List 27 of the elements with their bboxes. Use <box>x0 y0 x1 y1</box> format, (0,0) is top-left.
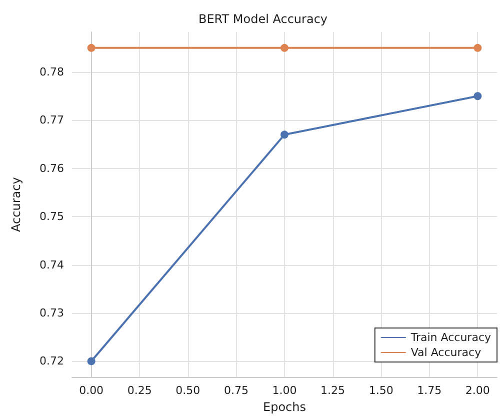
x-tick-label: 0.25 <box>127 384 152 398</box>
y-tick-label: 0.77 <box>40 114 64 127</box>
x-axis-title: Epochs <box>263 400 306 414</box>
chart-title: BERT Model Accuracy <box>198 12 328 26</box>
point <box>87 44 96 52</box>
legend-label: Train Accuracy <box>410 331 492 344</box>
point <box>474 92 482 100</box>
x-tick-label: 2.00 <box>465 384 490 398</box>
point <box>280 44 288 52</box>
y-tick-label: 0.72 <box>40 354 64 368</box>
x-tick-label: 1.00 <box>272 384 297 398</box>
x-tick-label: 0.75 <box>224 384 248 398</box>
y-tick-label: 0.76 <box>40 162 64 175</box>
y-tick-label: 0.73 <box>40 306 64 320</box>
legend-label: Val Accuracy <box>410 346 482 359</box>
x-tick-label: 0.00 <box>79 384 104 398</box>
x-tick-label: 1.50 <box>368 384 394 398</box>
x-tick-label: 1.75 <box>417 384 442 398</box>
point <box>280 130 288 139</box>
x-tick-label: 1.25 <box>320 384 346 398</box>
y-axis-title: Accuracy <box>9 177 23 232</box>
point <box>87 357 96 366</box>
y-tick-label: 0.78 <box>40 66 64 79</box>
y-tick-label: 0.75 <box>40 210 64 224</box>
y-tick-label: 0.74 <box>40 258 64 272</box>
point <box>474 44 482 52</box>
x-tick-label: 0.50 <box>176 384 200 398</box>
